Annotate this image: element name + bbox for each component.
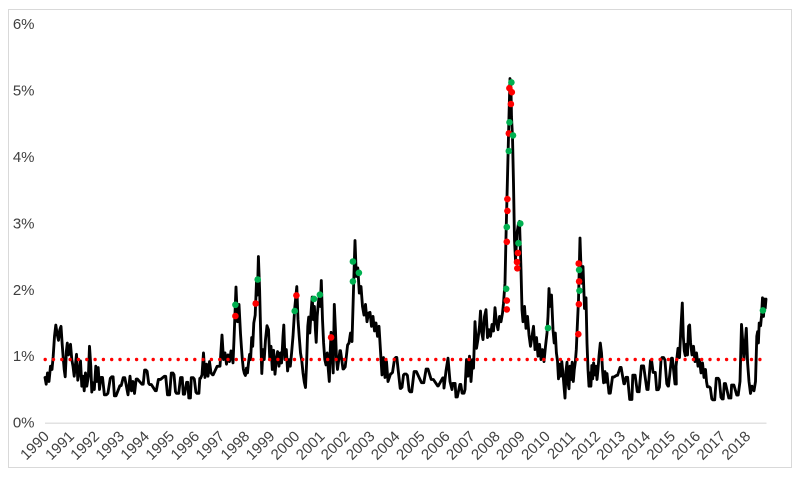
svg-text:0%: 0%	[13, 415, 35, 432]
svg-text:3%: 3%	[13, 215, 35, 232]
svg-text:5%: 5%	[13, 82, 35, 99]
svg-text:4%: 4%	[13, 149, 35, 166]
svg-text:1%: 1%	[13, 348, 35, 365]
svg-text:2%: 2%	[13, 282, 35, 299]
svg-text:6%: 6%	[13, 16, 35, 33]
